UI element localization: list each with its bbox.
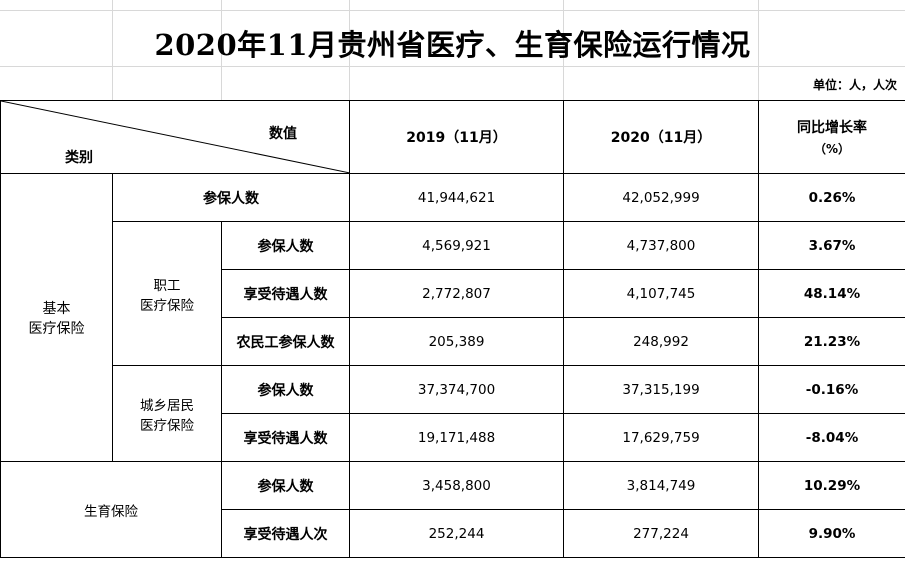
value-2019: 41,944,621 [349,173,565,222]
value-2019: 2,772,807 [349,269,565,318]
table-row: 享受待遇人数 2,772,807 4,107,745 48.14% [1,269,905,318]
table-row: 生育保险 参保人数 3,458,800 3,814,749 10.29% [0,461,905,558]
header-growth: 同比增长率 （%） [758,100,905,174]
diagonal-header-cell: 数值 类别 [0,100,351,174]
row-label: 农民工参保人数 [220,317,351,366]
value-2019: 4,569,921 [349,221,565,270]
group-basic-medical: 基本 医疗保险 [0,173,113,462]
value-2020: 17,629,759 [563,413,760,462]
table-row: 享受待遇人数 19,171,488 17,629,759 -8.04% [1,413,905,462]
row-label: 享受待遇人数 [220,269,351,318]
value-2020: 37,315,199 [563,365,760,414]
table-row: 城乡居民 医疗保险 参保人数 37,374,700 37,315,199 -0.… [1,365,905,462]
value-2020: 42,052,999 [563,173,760,222]
row-label: 参保人数 [220,365,351,414]
growth-rate: 9.90% [758,509,905,558]
row-label: 参保人数 [111,173,351,222]
row-label: 参保人数 [220,461,351,510]
value-2020: 4,107,745 [563,269,760,318]
group-employee-medical: 职工 医疗保险 [112,221,222,366]
table-row: 农民工参保人数 205,389 248,992 21.23% [1,317,905,366]
table-row: 基本 医疗保险 参保人数 41,944,621 42,052,999 0.26% [0,173,905,462]
value-2019: 3,458,800 [349,461,565,510]
row-label: 参保人数 [220,221,351,270]
growth-rate: 3.67% [758,221,905,270]
group-resident-medical: 城乡居民 医疗保险 [112,365,222,462]
page-title: 2020年11月贵州省医疗、生育保险运行情况 [154,28,751,62]
header-growth-line1: 同比增长率 [797,120,868,136]
growth-rate: 10.29% [758,461,905,510]
table-row: 享受待遇人次 252,244 277,224 9.90% [1,509,905,558]
header-2019: 2019（11月） [349,100,565,174]
value-2019: 252,244 [349,509,565,558]
value-2020: 3,814,749 [563,461,760,510]
growth-rate: -0.16% [758,365,905,414]
value-2020: 277,224 [563,509,760,558]
growth-rate: 48.14% [758,269,905,318]
header-growth-line2: （%） [814,142,851,156]
row-label: 享受待遇人数 [220,413,351,462]
growth-rate: -8.04% [758,413,905,462]
header-row: 数值 类别 2019（11月） 2020（11月） 同比增长率 （%） [0,100,905,174]
header-2020: 2020（11月） [563,100,760,174]
value-2020: 4,737,800 [563,221,760,270]
insurance-table: 数值 类别 2019（11月） 2020（11月） 同比增长率 （%） 基本 医… [0,100,905,558]
growth-rate: 0.26% [758,173,905,222]
value-2019: 37,374,700 [349,365,565,414]
value-2019: 205,389 [349,317,565,366]
growth-rate: 21.23% [758,317,905,366]
row-label: 享受待遇人次 [220,509,351,558]
header-value-label: 数值 [269,126,298,142]
table-row: 职工 医疗保险 参保人数 4,569,921 4,737,800 3.67% [1,221,905,366]
value-2019: 19,171,488 [349,413,565,462]
value-2020: 248,992 [563,317,760,366]
group-maternity: 生育保险 [0,461,222,558]
unit-note: 单位：人，人次 [812,78,897,92]
header-category-label: 类别 [65,150,93,166]
diagonal-line [1,101,350,173]
